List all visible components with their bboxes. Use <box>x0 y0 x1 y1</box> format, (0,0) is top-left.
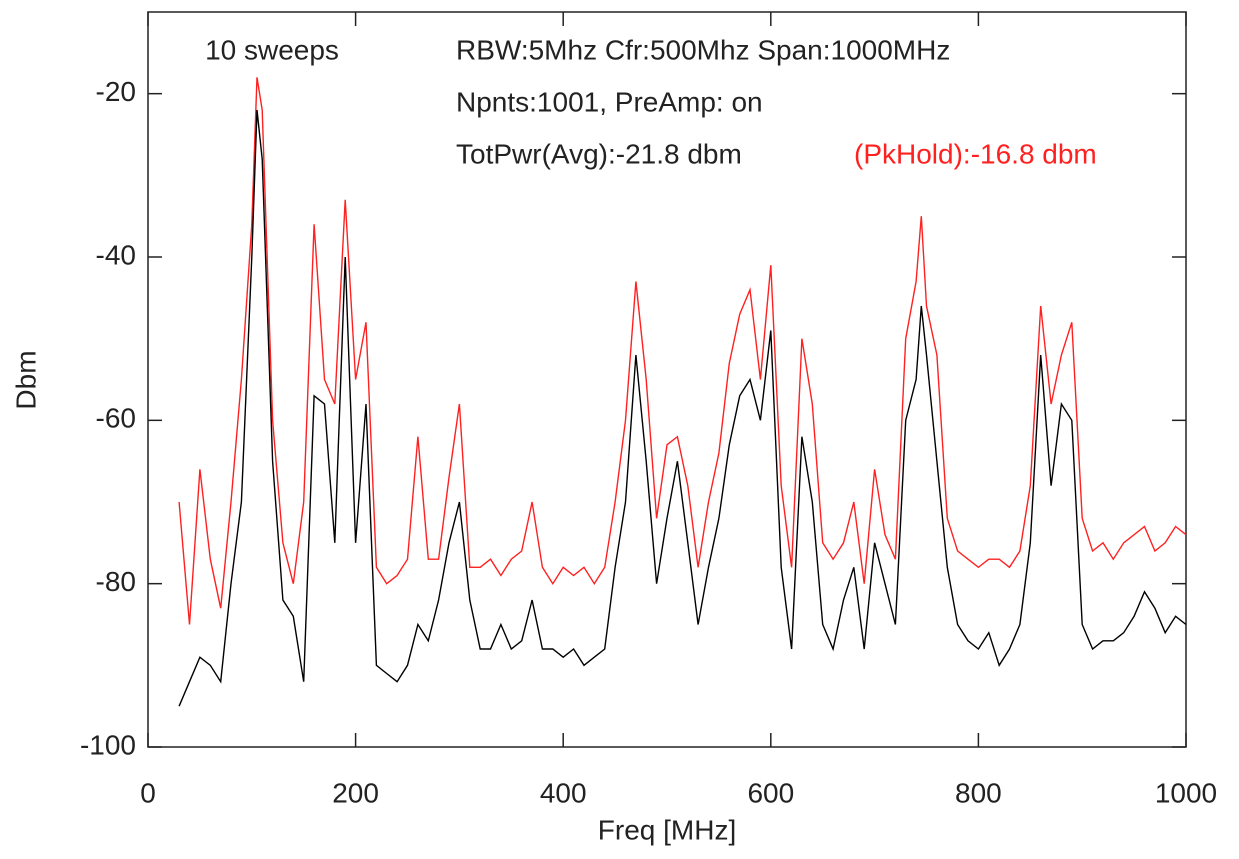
x-tick-label: 800 <box>955 777 1002 808</box>
annotation: 10 sweeps <box>205 34 339 65</box>
y-tick-label: -60 <box>96 403 136 434</box>
y-tick-label: -80 <box>96 566 136 597</box>
x-tick-label: 200 <box>332 777 379 808</box>
x-tick-label: 0 <box>140 777 156 808</box>
data-line <box>178 77 1187 625</box>
plot-frame <box>147 11 1187 748</box>
x-tick-label: 400 <box>540 777 587 808</box>
y-tick-label: -20 <box>96 76 136 107</box>
y-axis-label: Dbm <box>10 350 41 409</box>
annotation: RBW:5Mhz Cfr:500Mhz Span:1000MHz <box>456 34 950 65</box>
x-tick-label: 600 <box>747 777 794 808</box>
y-tick-label: -100 <box>80 729 136 760</box>
y-tick-label: -40 <box>96 239 136 270</box>
annotation: TotPwr(Avg):-21.8 dbm <box>456 138 742 169</box>
annotation: Npnts:1001, PreAmp: on <box>456 86 763 117</box>
annotation: (PkHold):-16.8 dbm <box>854 138 1097 169</box>
x-axis-label: Freq [MHz] <box>598 814 736 845</box>
x-tick-label: 1000 <box>1155 777 1217 808</box>
data-line <box>178 109 1187 707</box>
